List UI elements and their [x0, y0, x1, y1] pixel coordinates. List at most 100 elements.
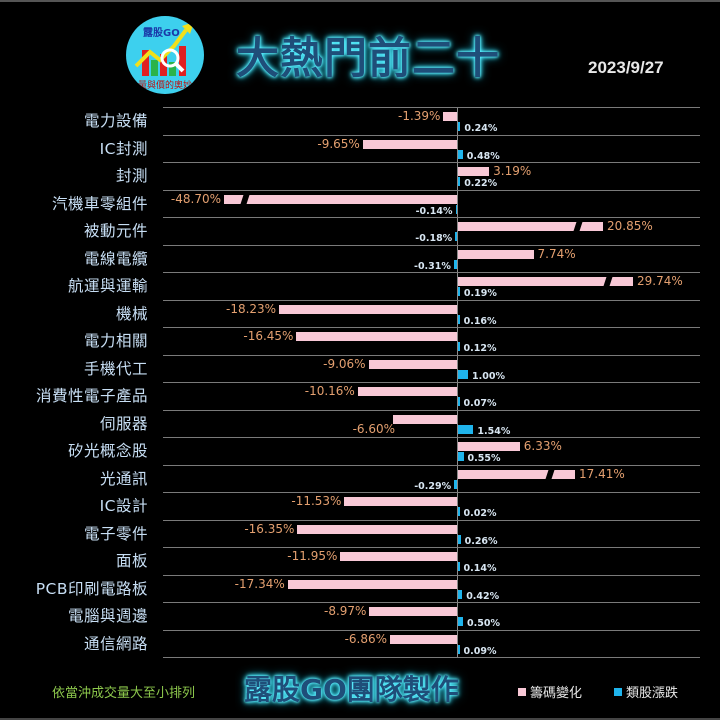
category-label: 矽光概念股 [67, 442, 148, 460]
sector-change-bar [458, 589, 463, 599]
sector-change-bar [458, 644, 460, 654]
chip-change-label: -10.16% [304, 384, 355, 398]
chip-change-label: -9.65% [317, 136, 360, 151]
sector-change-label: 0.16% [463, 315, 497, 327]
brand-logo: 露股GO 量與價的奧妙 [126, 16, 204, 94]
gridline [163, 629, 700, 631]
sector-change-bar [458, 314, 460, 324]
sector-change-bar [458, 507, 460, 516]
chip-change-label: 6.33% [523, 439, 562, 453]
category-label: 封測 [115, 167, 148, 185]
chip-change-label: -48.70% [170, 191, 221, 206]
chip-change-bar [458, 222, 603, 231]
chip-change-bar [458, 469, 575, 479]
gridline [163, 189, 700, 191]
chip-change-label: -18.23% [225, 301, 277, 316]
category-label: 消費性電子產品 [35, 387, 148, 405]
category-label: 航運與運輸 [67, 277, 148, 295]
sector-change-label: 1.54% [477, 425, 511, 437]
category-label: IC設計 [99, 497, 148, 515]
chip-change-bar [357, 387, 457, 396]
sector-change-bar [458, 424, 474, 434]
sector-change-label: 0.48% [466, 150, 500, 162]
chip-change-label: -11.95% [287, 549, 338, 563]
sector-change-label: 0.12% [463, 343, 497, 354]
chip-change-bar [392, 414, 457, 424]
report-date: 2023/9/27 [588, 58, 664, 77]
sector-change-bar [458, 397, 460, 406]
sector-change-bar [454, 479, 457, 489]
chip-change-bar [297, 524, 457, 534]
page-title: 大熱門前二十 [236, 34, 500, 84]
chip-change-label: -1.39% [397, 109, 441, 123]
sector-change-bar [453, 259, 457, 269]
logo-bar-red [142, 50, 149, 76]
logo-bar-green [151, 60, 158, 76]
chip-change-bar [458, 442, 520, 451]
gridline [163, 244, 700, 246]
category-label: 電子零件 [83, 524, 148, 543]
chip-change-bar [224, 194, 457, 204]
chip-change-bar [287, 579, 457, 589]
sector-change-label: 0.09% [463, 645, 497, 657]
category-label: 電力相關 [83, 332, 148, 350]
sector-change-bar [458, 342, 460, 351]
sector-change-bar [455, 232, 457, 241]
gridline [163, 162, 700, 163]
chip-change-label: -17.34% [234, 576, 285, 591]
sector-change-bar [458, 452, 464, 461]
sector-change-label: -0.29% [414, 480, 452, 492]
sector-change-label: 0.42% [466, 590, 500, 602]
category-label: 伺服器 [99, 414, 148, 433]
category-label: 電力設備 [83, 112, 148, 130]
logo-bar-red [179, 46, 186, 76]
chip-change-bar [368, 359, 457, 369]
sort-note: 依當沖成交量大至小排列 [52, 686, 196, 701]
logo-brand-text: 露股GO [143, 28, 180, 39]
sector-change-label: 0.22% [464, 178, 498, 189]
sector-change-bar [455, 204, 457, 214]
chip-change-label: -16.35% [244, 521, 295, 536]
trend-arrow-icon [134, 22, 194, 73]
credit-text: 露股GO團隊製作 [244, 673, 459, 706]
chip-change-label: -6.86% [344, 631, 388, 646]
sector-change-label: 0.02% [463, 508, 497, 519]
category-label: IC封測 [99, 139, 148, 158]
legend-item-sector-change: 類股漲跌 [614, 682, 678, 701]
gridline [163, 657, 700, 658]
chip-change-label: 3.19% [493, 164, 532, 178]
sector-change-bar [458, 369, 468, 379]
category-label: 機械 [115, 304, 148, 323]
category-label: 通信網路 [83, 634, 148, 653]
sector-change-bar [458, 122, 461, 131]
logo-bar-red [160, 54, 167, 76]
logo-bar-green [169, 62, 176, 76]
gridline [163, 519, 700, 521]
sector-change-label: 1.00% [472, 370, 505, 382]
sector-change-label: 0.24% [464, 123, 498, 134]
legend-label: 類股漲跌 [626, 686, 679, 701]
chip-change-label: 17.41% [579, 466, 625, 481]
chip-change-label: 29.74% [637, 274, 683, 288]
gridline [163, 327, 700, 328]
chip-change-label: -9.06% [323, 356, 366, 371]
category-label: 手機代工 [83, 359, 148, 378]
chip-change-bar [296, 332, 457, 341]
sector-change-bar [458, 617, 463, 626]
chip-change-bar [279, 304, 457, 314]
chip-change-label: 7.74% [537, 246, 576, 261]
logo-tagline: 量與價的奧妙 [137, 81, 192, 91]
legend-item-chip-change: 籌碼變化 [518, 682, 582, 701]
category-label: 被動元件 [83, 222, 148, 240]
gridline [163, 492, 700, 493]
gridline [163, 217, 700, 218]
legend-label: 籌碼變化 [530, 686, 583, 701]
sector-change-label: 0.26% [464, 535, 498, 547]
chip-change-bar [458, 277, 633, 286]
gridline [163, 547, 700, 548]
sector-change-bar [458, 177, 461, 186]
chip-change-label: -16.45% [243, 329, 294, 343]
gridline [163, 299, 700, 301]
chip-change-label: -11.53% [291, 494, 342, 508]
